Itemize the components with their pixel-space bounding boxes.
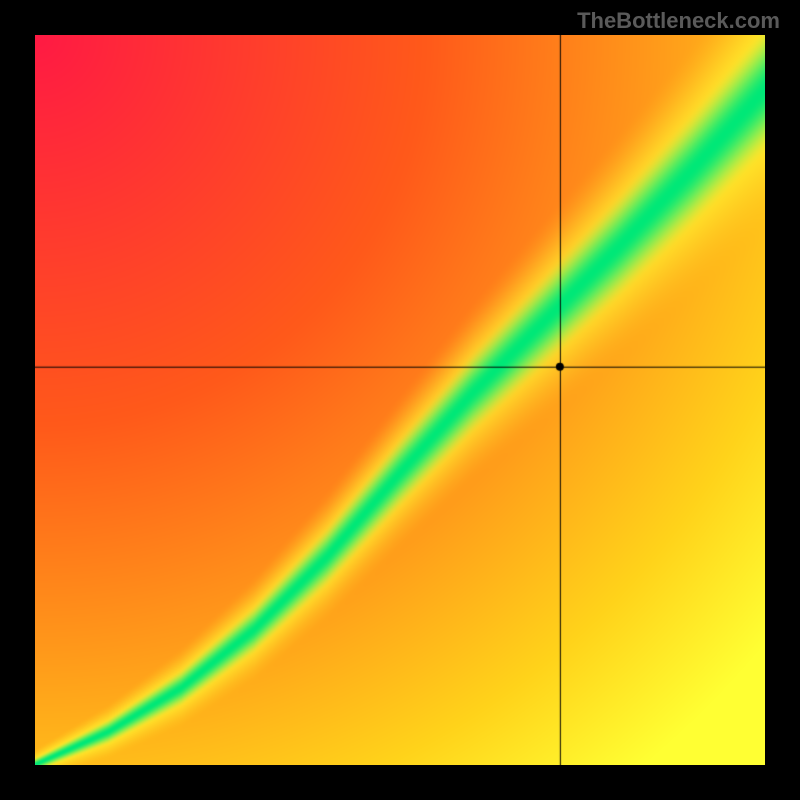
heatmap-canvas <box>35 35 765 765</box>
bottleneck-heatmap <box>35 35 765 765</box>
watermark-text: TheBottleneck.com <box>577 8 780 34</box>
